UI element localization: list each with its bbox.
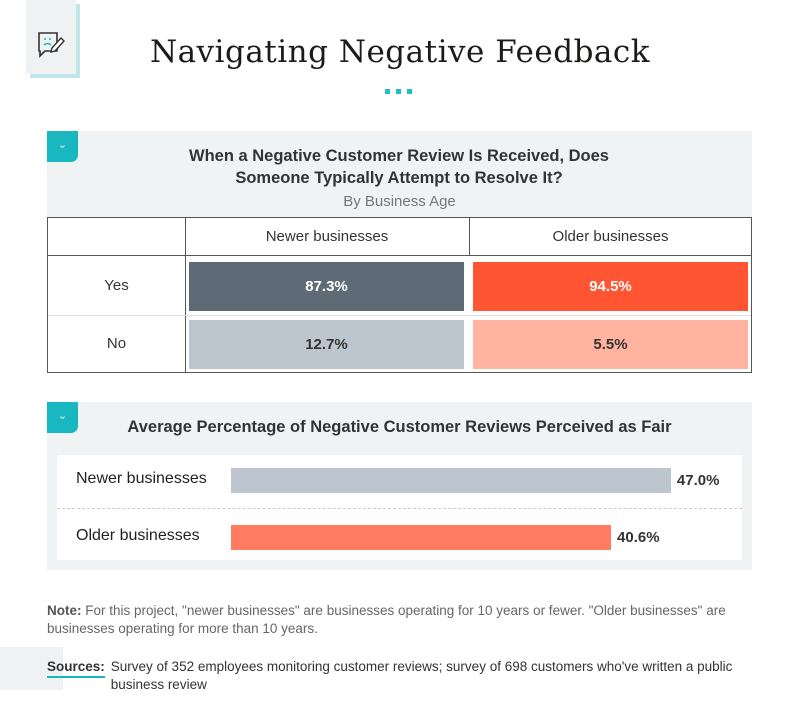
table-cell-older-yes: 94.5% [473, 262, 748, 311]
bar-value: 40.6% [617, 529, 660, 546]
divider [57, 508, 742, 509]
bar-chart: Newer businesses 47.0% Older businesses … [57, 455, 742, 560]
note-label: Note: [47, 603, 82, 618]
resolve-table-panel: ⌄ When a Negative Customer Review Is Rec… [47, 131, 752, 373]
table-cell-older-no: 5.5% [473, 320, 748, 369]
chevron-down-icon[interactable]: ⌄ [47, 402, 78, 433]
column-header: Older businesses [469, 218, 752, 256]
sources: Sources: Survey of 352 employees monitori… [47, 658, 751, 694]
sad-chat-pencil-icon [38, 32, 65, 58]
title-divider-dots [385, 89, 412, 94]
bar-newer [231, 468, 671, 493]
table-title: When a Negative Customer Review Is Recei… [189, 147, 609, 187]
bar-older [231, 525, 612, 550]
sources-accent [0, 647, 63, 690]
bar-label: Older businesses [76, 527, 200, 544]
note: Note: For this project, "newer businesse… [47, 602, 767, 638]
fair-bar-panel: ⌄ Average Percentage of Negative Custome… [47, 402, 752, 570]
note-text: For this project, "newer businesses" are… [47, 603, 726, 636]
bar-chart-title: Average Percentage of Negative Customer … [127, 418, 672, 436]
row-label: Yes [104, 277, 129, 294]
header-icon-box [26, 0, 76, 74]
resolve-table: Newer businesses Older businesses Yes No… [47, 217, 752, 373]
bar-label: Newer businesses [76, 470, 207, 487]
bar-value: 47.0% [676, 472, 720, 489]
chevron-down-icon[interactable]: ⌄ [47, 131, 78, 162]
table-cell-newer-yes: 87.3% [189, 262, 464, 311]
table-subtitle: By Business Age [343, 193, 456, 210]
row-label: No [106, 335, 127, 352]
table-cell-newer-no: 12.7% [189, 320, 464, 369]
page-title: Navigating Negative Feedback [149, 34, 651, 70]
sources-label: Sources: [47, 658, 105, 678]
column-header: Newer businesses [185, 218, 469, 256]
sources-text: Survey of 352 employees monitoring custo… [110, 659, 733, 692]
